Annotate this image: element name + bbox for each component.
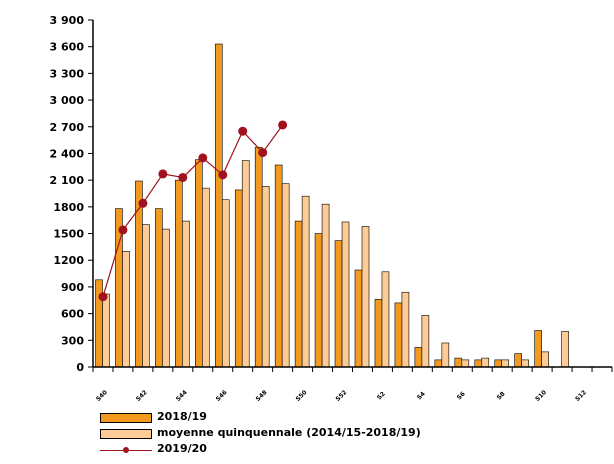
y-tick-label: 3 600 <box>50 41 85 54</box>
bar-2018-19 <box>155 208 163 368</box>
bar-moyenne <box>221 199 230 368</box>
x-tick-label: S8 <box>496 390 507 401</box>
x-tick-label: S52 <box>335 389 349 403</box>
bar-2018-19 <box>494 359 503 368</box>
bar-2018-19 <box>334 240 343 368</box>
bar-moyenne <box>281 183 290 368</box>
bar-2018-19 <box>434 359 443 368</box>
point-2019-20 <box>138 198 148 208</box>
x-tick-label: S4 <box>416 390 427 401</box>
bar-moyenne <box>461 359 470 368</box>
point-2019-20 <box>238 126 248 136</box>
bar-moyenne <box>541 351 549 368</box>
bar-moyenne <box>122 251 130 368</box>
bar-moyenne <box>561 331 569 368</box>
bar-2018-19 <box>354 269 363 368</box>
point-2019-20 <box>218 170 228 180</box>
y-tick-label: 0 <box>76 361 84 374</box>
x-tick-label: S2 <box>376 390 387 401</box>
y-axis: 0 300 600 900 1200 1500 1800 2 100 2 400 2 700 3 0… <box>50 14 94 374</box>
bar-2018-19 <box>274 164 283 368</box>
x-tick-label: S40 <box>95 389 109 403</box>
y-tick-label: 900 <box>61 281 84 294</box>
bar-moyenne <box>202 187 210 368</box>
bar-moyenne <box>301 195 310 368</box>
bar-2018-19 <box>454 357 463 368</box>
bar-2018-19 <box>175 179 183 368</box>
bar-2018-19 <box>254 146 263 368</box>
point-2019-20 <box>258 148 268 158</box>
y-tick-label: 2 400 <box>50 147 85 160</box>
legend-swatch-moyenne <box>100 429 152 439</box>
bar-moyenne <box>261 186 270 368</box>
chart: 0 300 600 900 1200 1500 1800 2 100 2 400 2 700 3 0… <box>50 14 613 403</box>
x-tick-label: S12 <box>574 389 588 403</box>
legend-item-moyenne: moyenne quinquennale (2014/15-2018/19) <box>100 426 600 443</box>
bar-moyenne <box>401 291 410 368</box>
legend-marker-2019-20 <box>123 447 129 453</box>
point-2019-20 <box>198 153 208 163</box>
y-tick-label: 600 <box>61 308 84 321</box>
x-tick-label: S50 <box>295 389 309 403</box>
y-tick-label: 2 700 <box>50 121 85 134</box>
legend: 2018/19 moyenne quinquennale (2014/15-20… <box>100 410 600 459</box>
y-tick-label: 2 100 <box>50 174 85 187</box>
x-tick-label: S10 <box>534 389 548 403</box>
point-2019-20 <box>158 169 168 179</box>
legend-label-2019-20: 2019/20 <box>157 442 207 455</box>
bar-2018-19 <box>534 330 542 368</box>
bar-moyenne <box>381 271 390 368</box>
x-tick-label: S46 <box>215 389 229 403</box>
y-tick-label: 3 300 <box>50 67 85 80</box>
legend-label-moyenne: moyenne quinquennale (2014/15-2018/19) <box>157 426 421 439</box>
bar-2018-19 <box>214 43 223 368</box>
legend-swatch-2018-19 <box>100 413 152 423</box>
bar-2018-19 <box>394 302 403 368</box>
y-tick-label: 1200 <box>53 254 84 267</box>
x-tick-label: S42 <box>135 389 149 403</box>
bar-2018-19 <box>514 353 522 368</box>
legend-item-2018-19: 2018/19 <box>100 410 600 427</box>
line-series <box>98 120 288 302</box>
bar-moyenne <box>421 315 430 368</box>
bar-moyenne <box>341 221 350 368</box>
y-tick-label: 3 900 <box>50 14 85 27</box>
bar-moyenne <box>321 203 330 368</box>
legend-label-2018-19: 2018/19 <box>157 410 207 423</box>
bar-2018-19 <box>474 359 483 368</box>
y-tick-label: 1500 <box>53 228 84 241</box>
bar-moyenne <box>241 160 250 368</box>
bar-moyenne <box>481 357 490 368</box>
x-tick-label: S44 <box>175 389 189 403</box>
bar-2018-19 <box>294 220 303 368</box>
point-2019-20 <box>118 225 128 235</box>
x-tick-label: S48 <box>255 389 269 403</box>
bar-moyenne <box>441 342 450 368</box>
x-tick-label: S6 <box>456 390 467 401</box>
bar-2018-19 <box>234 189 243 368</box>
bar-moyenne <box>501 359 510 368</box>
y-tick-label: 3 000 <box>50 94 85 107</box>
bar-2018-19 <box>314 233 323 368</box>
point-2019-20 <box>178 172 188 182</box>
bar-2018-19 <box>195 159 203 368</box>
point-2019-20 <box>98 292 108 302</box>
bar-moyenne <box>102 293 110 368</box>
bar-2018-19 <box>414 347 423 368</box>
y-tick-label: 300 <box>61 334 84 347</box>
bar-moyenne <box>162 228 170 368</box>
line-2019-20 <box>102 124 284 297</box>
x-axis: S40 S42 S44 S46 S48 S50 S52 S2 S4 S6 S8 S10 S12 <box>92 366 613 403</box>
legend-item-2019-20: 2019/20 <box>100 442 600 459</box>
bar-moyenne <box>142 224 150 368</box>
point-2019-20 <box>278 120 288 130</box>
y-tick-label: 1800 <box>53 201 84 214</box>
bars <box>95 43 569 368</box>
bar-moyenne <box>521 359 529 368</box>
bar-2018-19 <box>374 299 383 368</box>
bar-moyenne <box>361 226 370 368</box>
bar-moyenne <box>182 220 190 368</box>
